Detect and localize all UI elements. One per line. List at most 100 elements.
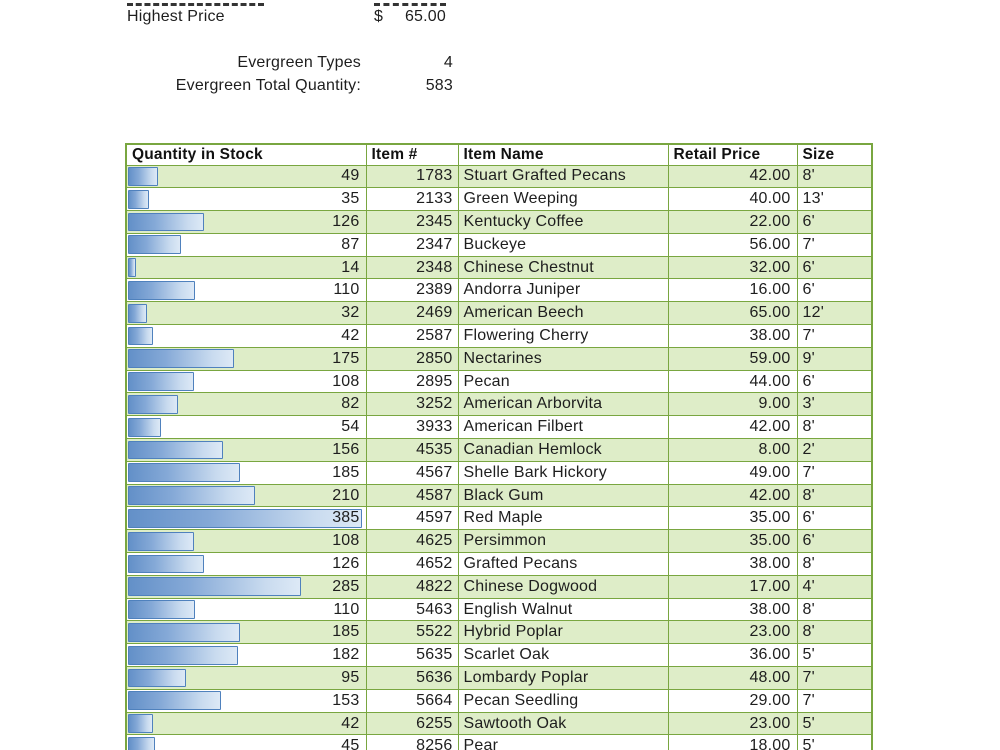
item-number-cell[interactable]: 5463 bbox=[365, 597, 459, 622]
retail-price-cell[interactable]: 9.00 bbox=[667, 392, 798, 417]
retail-price-cell[interactable]: 48.00 bbox=[667, 666, 798, 690]
table-row[interactable]: 42 6255 Sawtooth Oak 23.00 5' bbox=[125, 711, 873, 736]
item-name-cell[interactable]: Flowering Cherry bbox=[457, 324, 669, 348]
table-row[interactable]: 87 2347 Buckeye 56.00 7' bbox=[125, 232, 873, 257]
retail-price-cell[interactable]: 38.00 bbox=[667, 552, 798, 576]
evergreen-types-value[interactable]: 4 bbox=[443, 54, 453, 71]
quantity-cell[interactable]: 108 bbox=[125, 369, 367, 394]
item-number-cell[interactable]: 1783 bbox=[365, 164, 459, 189]
size-cell[interactable]: 2' bbox=[796, 438, 873, 462]
table-row[interactable]: 285 4822 Chinese Dogwood 17.00 4' bbox=[125, 574, 873, 599]
quantity-cell[interactable]: 108 bbox=[125, 529, 367, 554]
item-name-cell[interactable]: American Filbert bbox=[457, 415, 669, 440]
item-name-cell[interactable]: Stuart Grafted Pecans bbox=[457, 164, 669, 189]
retail-price-cell[interactable]: 59.00 bbox=[667, 346, 798, 371]
item-number-cell[interactable]: 2895 bbox=[365, 369, 459, 394]
column-header-quantity-in-stock[interactable]: Quantity in Stock bbox=[125, 143, 367, 166]
item-name-cell[interactable]: Black Gum bbox=[457, 483, 669, 508]
size-cell[interactable]: 7' bbox=[796, 688, 873, 713]
quantity-cell[interactable]: 14 bbox=[125, 255, 367, 280]
retail-price-cell[interactable]: 23.00 bbox=[667, 620, 798, 645]
quantity-cell[interactable]: 42 bbox=[125, 711, 367, 736]
size-cell[interactable]: 5' bbox=[796, 643, 873, 668]
size-cell[interactable]: 3' bbox=[796, 392, 873, 417]
item-name-cell[interactable]: Hybrid Poplar bbox=[457, 620, 669, 645]
size-cell[interactable]: 7' bbox=[796, 232, 873, 257]
retail-price-cell[interactable]: 35.00 bbox=[667, 529, 798, 554]
item-name-cell[interactable]: American Beech bbox=[457, 301, 669, 326]
evergreen-total-quantity-label[interactable]: Evergreen Total Quantity: bbox=[175, 77, 361, 94]
item-name-cell[interactable]: Shelle Bark Hickory bbox=[457, 460, 669, 485]
table-row[interactable]: 126 2345 Kentucky Coffee 22.00 6' bbox=[125, 210, 873, 234]
quantity-cell[interactable]: 153 bbox=[125, 688, 367, 713]
retail-price-cell[interactable]: 56.00 bbox=[667, 232, 798, 257]
item-name-cell[interactable]: Pecan bbox=[457, 369, 669, 394]
item-number-cell[interactable]: 5522 bbox=[365, 620, 459, 645]
size-cell[interactable]: 12' bbox=[796, 301, 873, 326]
quantity-cell[interactable]: 42 bbox=[125, 324, 367, 348]
column-header-size[interactable]: Size bbox=[796, 143, 873, 166]
retail-price-cell[interactable]: 42.00 bbox=[667, 164, 798, 189]
size-cell[interactable]: 7' bbox=[796, 460, 873, 485]
item-number-cell[interactable]: 2469 bbox=[365, 301, 459, 326]
item-number-cell[interactable]: 6255 bbox=[365, 711, 459, 736]
evergreen-total-quantity-value[interactable]: 583 bbox=[425, 77, 453, 94]
item-name-cell[interactable]: Persimmon bbox=[457, 529, 669, 554]
highest-price-value[interactable]: 65.00 bbox=[404, 8, 446, 25]
table-row[interactable]: 210 4587 Black Gum 42.00 8' bbox=[125, 483, 873, 508]
table-row[interactable]: 156 4535 Canadian Hemlock 8.00 2' bbox=[125, 438, 873, 462]
item-number-cell[interactable]: 2347 bbox=[365, 232, 459, 257]
table-row[interactable]: 95 5636 Lombardy Poplar 48.00 7' bbox=[125, 666, 873, 690]
size-cell[interactable]: 8' bbox=[796, 597, 873, 622]
table-row[interactable]: 32 2469 American Beech 65.00 12' bbox=[125, 301, 873, 326]
retail-price-cell[interactable]: 29.00 bbox=[667, 688, 798, 713]
item-name-cell[interactable]: Green Weeping bbox=[457, 187, 669, 212]
size-cell[interactable]: 6' bbox=[796, 210, 873, 234]
size-cell[interactable]: 8' bbox=[796, 415, 873, 440]
quantity-cell[interactable]: 210 bbox=[125, 483, 367, 508]
item-name-cell[interactable]: Grafted Pecans bbox=[457, 552, 669, 576]
table-row[interactable]: 14 2348 Chinese Chestnut 32.00 6' bbox=[125, 255, 873, 280]
retail-price-cell[interactable]: 49.00 bbox=[667, 460, 798, 485]
size-cell[interactable]: 8' bbox=[796, 620, 873, 645]
size-cell[interactable]: 5' bbox=[796, 734, 873, 750]
item-number-cell[interactable]: 2348 bbox=[365, 255, 459, 280]
table-row[interactable]: 49 1783 Stuart Grafted Pecans 42.00 8' bbox=[125, 164, 873, 189]
table-row[interactable]: 82 3252 American Arborvita 9.00 3' bbox=[125, 392, 873, 417]
size-cell[interactable]: 6' bbox=[796, 529, 873, 554]
quantity-cell[interactable]: 87 bbox=[125, 232, 367, 257]
table-row[interactable]: 126 4652 Grafted Pecans 38.00 8' bbox=[125, 552, 873, 576]
retail-price-cell[interactable]: 18.00 bbox=[667, 734, 798, 750]
table-row[interactable]: 54 3933 American Filbert 42.00 8' bbox=[125, 415, 873, 440]
quantity-cell[interactable]: 182 bbox=[125, 643, 367, 668]
item-name-cell[interactable]: English Walnut bbox=[457, 597, 669, 622]
item-name-cell[interactable]: Pear bbox=[457, 734, 669, 750]
item-number-cell[interactable]: 4652 bbox=[365, 552, 459, 576]
quantity-cell[interactable]: 45 bbox=[125, 734, 367, 750]
item-number-cell[interactable]: 4567 bbox=[365, 460, 459, 485]
column-header-retail-price[interactable]: Retail Price bbox=[667, 143, 798, 166]
item-number-cell[interactable]: 5636 bbox=[365, 666, 459, 690]
quantity-cell[interactable]: 95 bbox=[125, 666, 367, 690]
item-name-cell[interactable]: Sawtooth Oak bbox=[457, 711, 669, 736]
table-row[interactable]: 108 2895 Pecan 44.00 6' bbox=[125, 369, 873, 394]
item-name-cell[interactable]: Chinese Dogwood bbox=[457, 574, 669, 599]
item-number-cell[interactable]: 3252 bbox=[365, 392, 459, 417]
highest-price-label[interactable]: Highest Price bbox=[127, 8, 225, 25]
item-number-cell[interactable]: 2389 bbox=[365, 278, 459, 303]
retail-price-cell[interactable]: 32.00 bbox=[667, 255, 798, 280]
retail-price-cell[interactable]: 65.00 bbox=[667, 301, 798, 326]
size-cell[interactable]: 8' bbox=[796, 552, 873, 576]
item-name-cell[interactable]: American Arborvita bbox=[457, 392, 669, 417]
quantity-cell[interactable]: 110 bbox=[125, 597, 367, 622]
item-number-cell[interactable]: 5635 bbox=[365, 643, 459, 668]
retail-price-cell[interactable]: 16.00 bbox=[667, 278, 798, 303]
item-number-cell[interactable]: 4597 bbox=[365, 506, 459, 531]
retail-price-cell[interactable]: 22.00 bbox=[667, 210, 798, 234]
evergreen-types-label[interactable]: Evergreen Types bbox=[237, 54, 361, 71]
item-number-cell[interactable]: 3933 bbox=[365, 415, 459, 440]
quantity-cell[interactable]: 35 bbox=[125, 187, 367, 212]
quantity-cell[interactable]: 126 bbox=[125, 210, 367, 234]
retail-price-cell[interactable]: 42.00 bbox=[667, 483, 798, 508]
retail-price-cell[interactable]: 17.00 bbox=[667, 574, 798, 599]
